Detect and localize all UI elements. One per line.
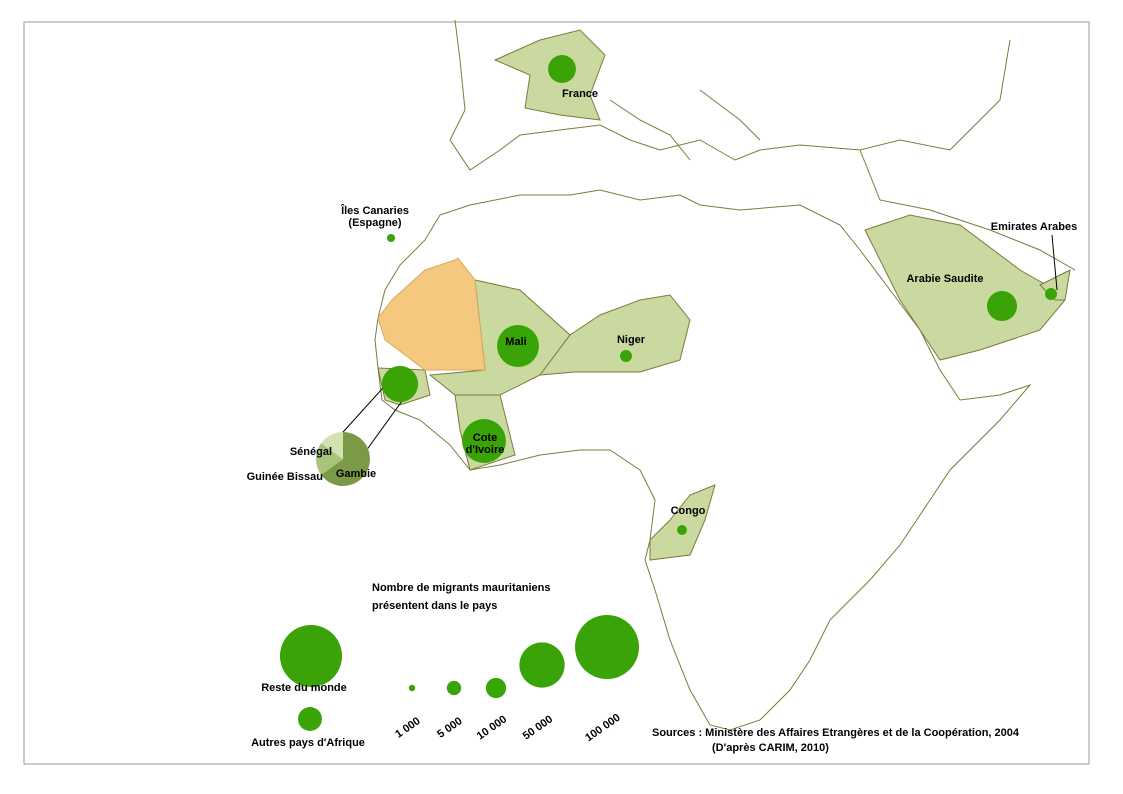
legend-symbol <box>519 642 565 688</box>
symbol <box>298 707 322 731</box>
coastline <box>449 19 1076 271</box>
symbol <box>279 624 343 688</box>
symbol <box>620 350 632 362</box>
pie-label: Sénégal <box>290 446 332 458</box>
pie-slice <box>321 432 343 459</box>
symbol <box>497 325 539 367</box>
country-label: Cote <box>473 432 497 444</box>
country-label: France <box>562 88 598 100</box>
country-label: d'Ivoire <box>466 444 505 456</box>
symbol <box>1045 288 1057 300</box>
mauritanie <box>377 257 486 371</box>
niger <box>538 294 691 376</box>
country-label: Niger <box>617 334 646 346</box>
symbol <box>462 419 506 463</box>
sources: Sources : Ministère des Affaires Etrangè… <box>652 727 1020 739</box>
legend-title: présentent dans le pays <box>372 600 497 612</box>
country-label: Congo <box>671 505 706 517</box>
coastline <box>374 189 1032 731</box>
other-label: Reste du monde <box>261 682 347 694</box>
leader-line <box>1051 234 1058 291</box>
pie-label: Gambie <box>336 468 376 480</box>
symbol <box>381 365 419 403</box>
symbol <box>677 525 687 535</box>
pie-slice <box>321 432 370 486</box>
country-label: Îles Canaries <box>340 204 409 217</box>
pie-label: Guinée Bissau <box>247 471 323 483</box>
symbol <box>548 55 576 83</box>
country-label: (Espagne) <box>348 217 402 229</box>
symbol <box>986 290 1018 322</box>
legend-symbol <box>575 615 639 679</box>
legend-symbol <box>446 680 462 696</box>
symbol <box>386 233 396 243</box>
legend-symbol <box>485 677 507 699</box>
pie-slice <box>315 443 343 475</box>
country-label: Mali <box>505 336 526 348</box>
legend-symbol <box>408 684 416 692</box>
sources: (D'après CARIM, 2010) <box>712 742 829 754</box>
other-label: Autres pays d'Afrique <box>251 737 365 749</box>
frame <box>23 21 1090 765</box>
legend-title: Nombre de migrants mauritaniens <box>372 582 551 594</box>
country-label: Emirates Arabes <box>991 221 1077 233</box>
congo <box>649 484 716 561</box>
country-label: Arabie Saudite <box>906 273 983 285</box>
